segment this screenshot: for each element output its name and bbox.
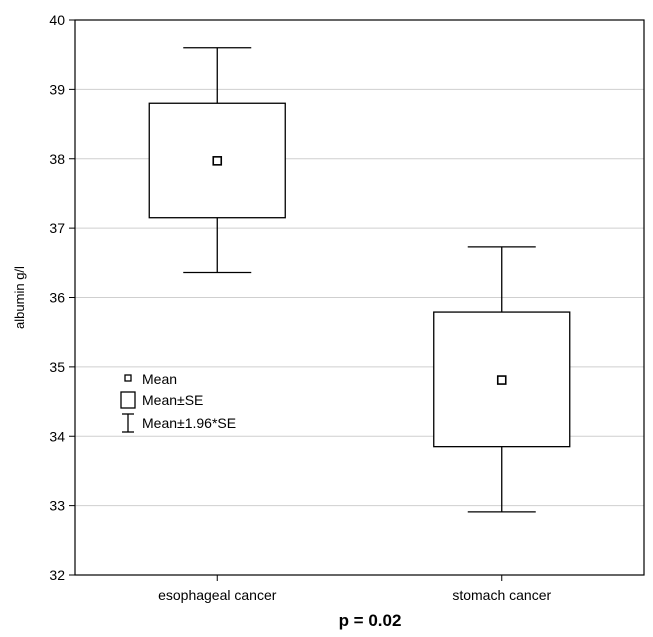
legend-se-label: Mean±SE <box>142 392 203 408</box>
y-tick-label: 32 <box>49 567 65 583</box>
y-tick-label: 38 <box>49 151 65 167</box>
y-tick-label: 40 <box>49 12 65 28</box>
legend: Mean Mean±SE Mean±1.96*SE <box>120 371 236 433</box>
y-axis-ticks: 32 33 34 35 36 37 38 39 40 <box>49 12 75 583</box>
legend-mean-marker <box>124 374 132 382</box>
box-series <box>148 47 571 513</box>
x-axis-ticks: esophageal cancer stomach cancer <box>158 575 551 603</box>
mean-marker <box>496 375 507 385</box>
y-tick-label: 37 <box>49 220 65 236</box>
y-axis-title: albumin g/l <box>12 266 27 329</box>
legend-mean-label: Mean <box>142 371 177 387</box>
y-tick-label: 35 <box>49 359 65 375</box>
y-tick-label: 36 <box>49 290 65 306</box>
legend-se-marker <box>120 391 136 409</box>
legend-ci-label: Mean±1.96*SE <box>142 415 236 431</box>
x-tick-label: esophageal cancer <box>158 587 277 603</box>
y-tick-label: 34 <box>49 428 65 444</box>
y-tick-label: 33 <box>49 498 65 514</box>
p-value-caption: p = 0.02 <box>339 611 402 630</box>
y-tick-label: 39 <box>49 81 65 97</box>
mean-marker <box>212 156 223 166</box>
x-tick-label: stomach cancer <box>452 587 551 603</box>
